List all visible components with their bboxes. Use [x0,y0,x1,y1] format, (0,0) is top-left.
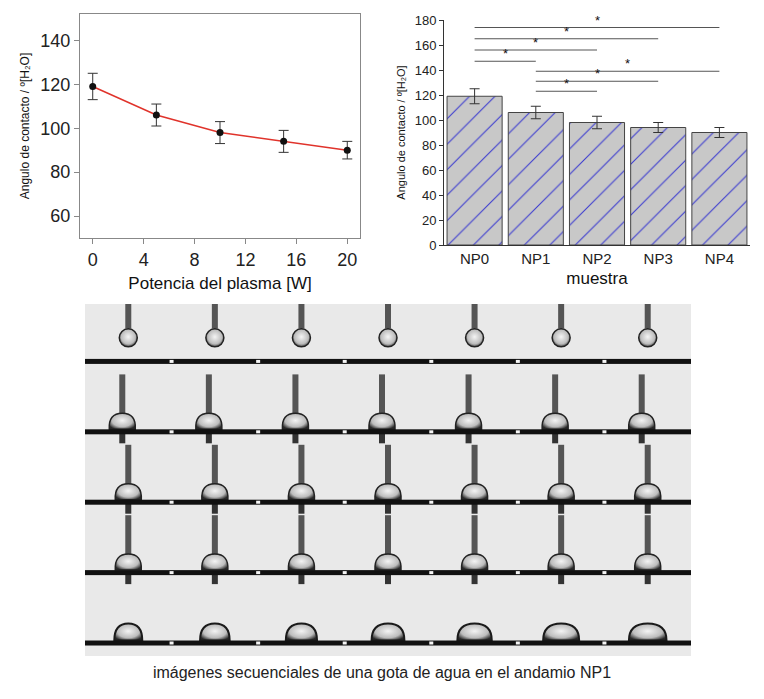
svg-text:120: 120 [40,75,70,95]
svg-text:4: 4 [139,250,149,270]
svg-text:120: 120 [415,88,437,103]
svg-text:*: * [595,66,600,81]
svg-text:20: 20 [422,213,436,228]
svg-text:8: 8 [190,250,200,270]
svg-text:140: 140 [415,63,437,78]
svg-text:muestra: muestra [566,269,628,288]
svg-text:*: * [533,35,538,50]
svg-text:*: * [595,13,600,28]
svg-text:20: 20 [337,250,357,270]
svg-text:Angulo de contacto / º[H₂O]: Angulo de contacto / º[H₂O] [395,65,407,199]
svg-text:*: * [625,56,630,71]
svg-text:16: 16 [286,250,306,270]
svg-text:80: 80 [50,162,70,182]
svg-text:60: 60 [422,163,436,178]
svg-text:12: 12 [235,250,255,270]
svg-text:60: 60 [50,206,70,226]
svg-text:NP2: NP2 [582,250,611,267]
svg-text:Angulo de contacto / º[H₂O]: Angulo de contacto / º[H₂O] [18,53,32,199]
html-text:imágenes secuenciales de una g: imágenes secuenciales de una gota de agu… [152,664,611,681]
svg-text:NP0: NP0 [460,250,489,267]
svg-text:NP4: NP4 [705,250,734,267]
svg-text:100: 100 [415,113,437,128]
svg-text:160: 160 [415,38,437,53]
svg-text:*: * [564,24,569,39]
svg-text:80: 80 [422,138,436,153]
svg-text:Potencia del plasma [W]: Potencia del plasma [W] [128,274,311,293]
svg-text:*: * [503,46,508,61]
svg-text:100: 100 [40,119,70,139]
svg-text:0: 0 [429,238,436,253]
svg-text:NP1: NP1 [521,250,550,267]
svg-text:140: 140 [40,31,70,51]
svg-text:NP3: NP3 [644,250,673,267]
svg-text:180: 180 [415,13,437,28]
svg-text:40: 40 [422,188,436,203]
svg-text:0: 0 [88,250,98,270]
svg-text:*: * [564,76,569,91]
